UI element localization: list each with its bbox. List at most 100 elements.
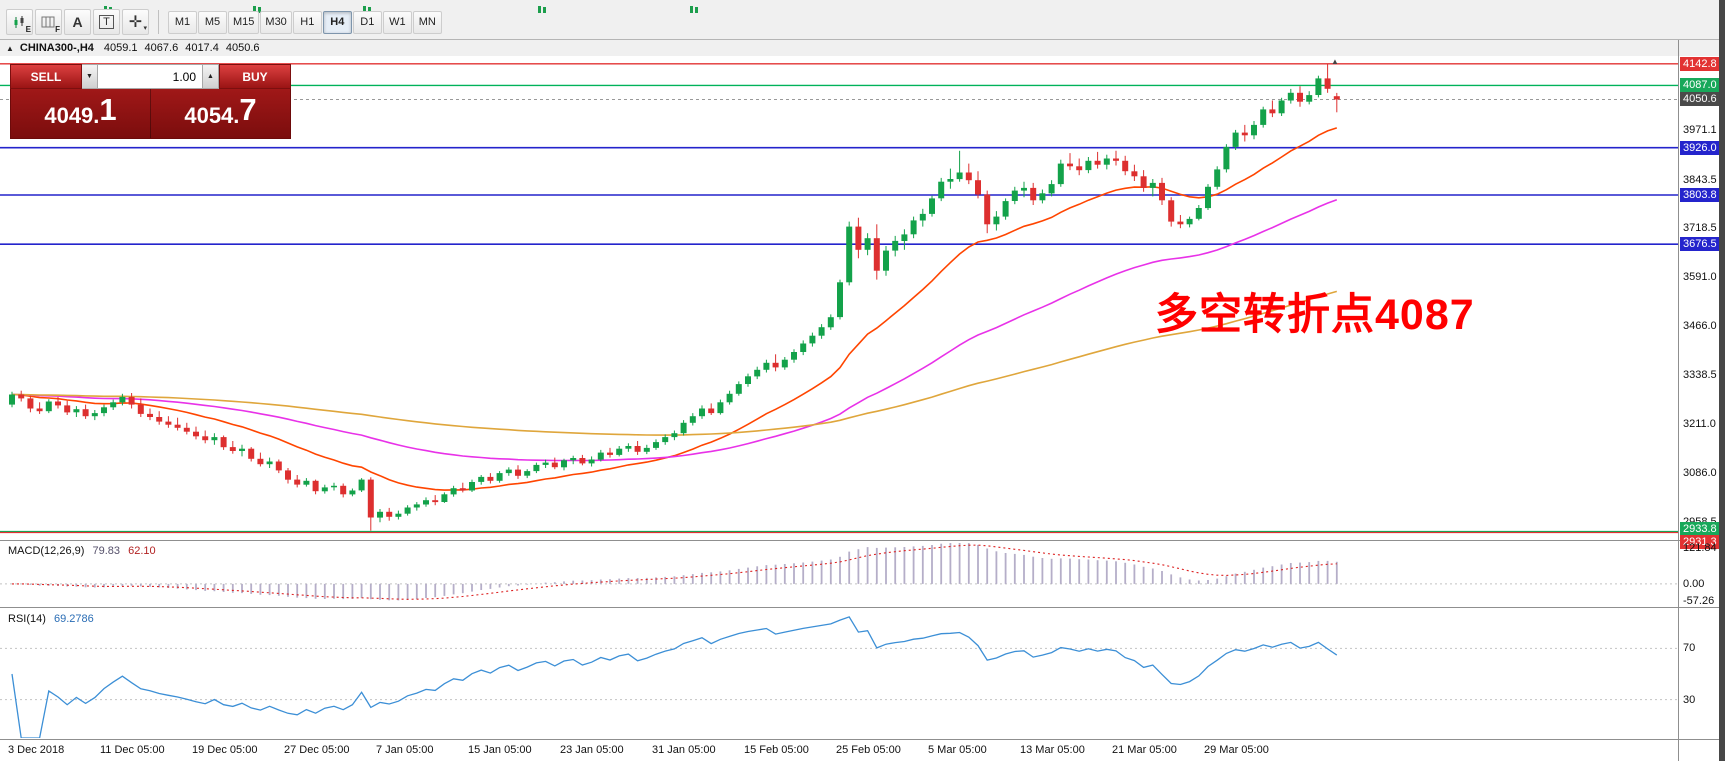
toolbar: E F A T ✛ ▾ M1 M5 M15 M30 H1 H4 D1 W1 MN [0, 0, 1725, 40]
rsi-axis-label: 70 [1683, 642, 1696, 655]
clipped-icon-fragment [363, 0, 373, 18]
timeframe-m5-button[interactable]: M5 [198, 10, 227, 34]
sell-price[interactable]: 4049. 1 [11, 89, 151, 138]
macd-panel[interactable] [0, 543, 1678, 607]
macd-value: 79.83 [92, 545, 121, 557]
timeframe-m30-button[interactable]: M30 [260, 10, 292, 34]
ma-20 [11, 127, 1338, 491]
text-label-icon[interactable]: A [64, 9, 91, 35]
ohlc-open: 4059.1 [103, 42, 138, 54]
time-axis-label: 27 Dec 05:00 [284, 744, 350, 756]
chart-title-bar: ▲ CHINA300-,H4 4059.1 4067.6 4017.4 4050… [0, 40, 1719, 56]
rsi-line [11, 616, 1338, 738]
ma-150 [11, 290, 1338, 436]
time-axis-label: 23 Jan 05:00 [560, 744, 624, 756]
time-axis-label: 3 Dec 2018 [8, 744, 65, 756]
rsi-value: 69.2786 [53, 613, 94, 625]
panel-separator[interactable] [0, 540, 1719, 541]
rsi-name: RSI(14) [8, 613, 46, 625]
timeframe-w1-button[interactable]: W1 [382, 10, 412, 34]
time-axis-label: 15 Jan 05:00 [468, 744, 532, 756]
price-badge-3803.8: 3803.8 [1680, 187, 1725, 202]
dropdown-caret-icon: ▾ [143, 25, 147, 32]
clipped-icon-fragment [253, 0, 263, 18]
icon-letter: F [55, 25, 60, 34]
chart-background [0, 56, 1719, 761]
symbol-label: CHINA300-,H4 [19, 42, 94, 54]
macd-axis-label: -57.26 [1683, 594, 1715, 607]
buy-price-pip: 7 [239, 92, 257, 127]
clipped-icon-fragment [690, 0, 700, 18]
timeframe-d1-button[interactable]: D1 [352, 10, 382, 34]
ohlc-low: 4017.4 [185, 42, 219, 54]
timeframe-group: M1 M5 M15 M30 H1 H4 D1 W1 MN [168, 10, 443, 34]
macd-signal-value: 62.10 [128, 545, 156, 557]
chart-shift-marker[interactable]: ▲ [1331, 57, 1339, 66]
price-axis-label: 3211.0 [1683, 418, 1716, 431]
buy-price-main: 4054. [184, 103, 240, 128]
clipped-icon-fragment [538, 0, 548, 18]
price-badge-4142.8: 4142.8 [1680, 56, 1725, 71]
sell-price-main: 4049. [44, 103, 100, 128]
macd-signal-line [12, 544, 1337, 600]
macd-name: MACD(12,26,9) [8, 545, 85, 557]
price-badge-2931.3: 2931.3 [1680, 534, 1725, 549]
buy-button[interactable]: BUY [219, 64, 291, 89]
text-box-icon[interactable]: T [93, 9, 120, 35]
panel-separator[interactable] [0, 607, 1719, 608]
price-badge-3676.5: 3676.5 [1680, 237, 1725, 252]
rsi-label: RSI(14) 69.2786 [8, 613, 94, 625]
macd-axis-label: 0.00 [1683, 577, 1705, 590]
macd-label: MACD(12,26,9) 79.83 62.10 [8, 545, 156, 557]
timeframe-m1-button[interactable]: M1 [168, 10, 197, 34]
volume-increase-button[interactable]: ▲ [203, 64, 219, 89]
one-click-collapse-icon[interactable]: ▲ [6, 43, 14, 53]
price-axis-label: 3591.0 [1683, 271, 1717, 284]
grid-profile-icon[interactable]: F [35, 9, 62, 35]
price-badge-3926.0: 3926.0 [1680, 140, 1725, 155]
time-axis-label: 29 Mar 05:00 [1204, 744, 1269, 756]
time-axis-label: 5 Mar 05:00 [928, 744, 987, 756]
volume-decrease-button[interactable]: ▼ [82, 64, 98, 89]
candlestick-chart-icon[interactable]: E [6, 9, 33, 35]
timeframe-h4-button[interactable]: H4 [322, 10, 352, 34]
panel-separator [0, 739, 1719, 740]
macd-axis-label: 121.84 [1683, 541, 1717, 554]
volume-input[interactable]: 1.00 [98, 64, 203, 89]
rsi-panel[interactable] [0, 610, 1678, 738]
time-axis-label: 13 Mar 05:00 [1020, 744, 1085, 756]
icon-letter: E [25, 25, 31, 34]
timeframe-mn-button[interactable]: MN [412, 10, 442, 34]
toolbar-separator [158, 10, 159, 34]
ohlc-high: 4067.6 [144, 42, 179, 54]
one-click-trading-panel: SELL ▼ 1.00 ▲ BUY 4049. 1 4054. 7 [10, 64, 291, 139]
price-chart[interactable] [0, 56, 1678, 540]
window-edge [1719, 0, 1725, 761]
sell-button[interactable]: SELL [10, 64, 82, 89]
price-badge-4050.6: 4050.6 [1680, 92, 1725, 107]
ohlc-close: 4050.6 [225, 42, 260, 54]
time-axis-label: 25 Feb 05:00 [836, 744, 901, 756]
price-axis-label: 3718.5 [1683, 221, 1717, 234]
timeframe-h1-button[interactable]: H1 [292, 10, 322, 34]
price-axis-label: 3971.1 [1683, 124, 1717, 137]
chart-annotation-text: 多空转折点4087 [1155, 291, 1475, 339]
mini-candles-icon [14, 15, 24, 28]
time-axis-label: 11 Dec 05:00 [100, 744, 165, 756]
mini-grid-icon [41, 16, 55, 27]
price-axis-label: 3086.0 [1683, 466, 1717, 479]
sell-price-pip: 1 [99, 92, 117, 127]
time-axis-label: 7 Jan 05:00 [376, 744, 434, 756]
timeframe-m15-button[interactable]: M15 [228, 10, 260, 34]
time-axis-label: 19 Dec 05:00 [192, 744, 258, 756]
price-axis-label: 3843.5 [1683, 173, 1717, 186]
price-badge-4087.0: 4087.0 [1680, 78, 1725, 93]
ma-60 [11, 198, 1338, 462]
buy-price[interactable]: 4054. 7 [151, 89, 290, 138]
price-axis-label: 3338.5 [1683, 368, 1717, 381]
price-axis-label: 3466.0 [1683, 319, 1717, 332]
time-axis-label: 21 Mar 05:00 [1112, 744, 1177, 756]
price-axis-separator [1678, 40, 1679, 761]
crosshair-tool-icon[interactable]: ✛ ▾ [122, 9, 149, 35]
